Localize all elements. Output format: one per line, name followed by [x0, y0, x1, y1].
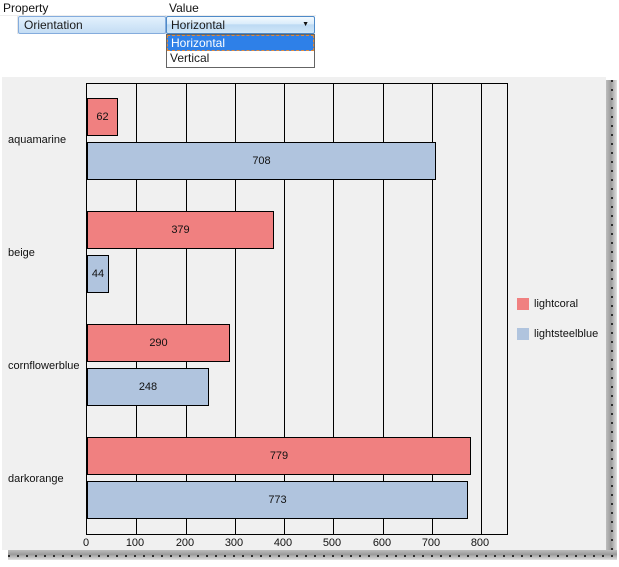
gridline [333, 84, 334, 534]
combobox-selected-text: Horizontal [171, 18, 226, 32]
bar-value-label: 773 [268, 494, 287, 506]
gridline [235, 84, 236, 534]
x-tick-label: 600 [372, 537, 392, 549]
x-tick-label: 500 [322, 537, 342, 549]
bar-value-label: 779 [269, 450, 289, 462]
property-row-label: Orientation [24, 18, 83, 32]
gridline [432, 84, 433, 534]
bar-value-label: 44 [91, 268, 105, 280]
bar-value-label: 708 [252, 155, 271, 167]
property-row-orientation[interactable]: Orientation [18, 16, 166, 34]
legend-label: lightcoral [534, 298, 579, 310]
dropdown-option-vertical[interactable]: Vertical [170, 51, 210, 65]
x-tick-label: 0 [82, 537, 90, 549]
category-label: cornflowerblue [8, 360, 80, 372]
value-column-header: Value [169, 1, 199, 15]
category-label: darkorange [8, 473, 64, 485]
row-gutter [17, 16, 18, 34]
bar: 379 [87, 211, 274, 249]
bar: 62 [87, 98, 118, 136]
property-pane: Property Value Orientation Horizontal ▼ … [0, 0, 619, 77]
property-column-header: Property [3, 1, 49, 15]
category-label: beige [8, 247, 35, 259]
legend-swatch [517, 298, 529, 310]
legend-swatch [517, 328, 529, 340]
bar: 779 [87, 437, 471, 475]
bar-value-label: 290 [149, 337, 168, 349]
x-tick-label: 200 [175, 537, 195, 549]
chevron-down-icon[interactable]: ▼ [302, 21, 309, 28]
right-edge-dots [611, 80, 613, 559]
gridline [136, 84, 137, 534]
header-underline [0, 15, 316, 16]
chart-panel: 62 708 379 44 290 248 779 773 0 100 200 300 400 500 6… [2, 77, 606, 550]
category-label: aquamarine [8, 134, 67, 146]
bar: 44 [87, 255, 109, 293]
gridline [481, 84, 482, 534]
orientation-dropdown-list: Horizontal Vertical [166, 34, 315, 68]
bar-value-label: 62 [96, 111, 109, 123]
window-bottom-edge [8, 550, 617, 560]
bottom-edge-dots [8, 555, 617, 557]
x-tick-label: 100 [125, 537, 145, 549]
bar: 290 [87, 324, 230, 362]
gridline [284, 84, 285, 534]
x-tick-label: 400 [273, 537, 293, 549]
bar: 708 [87, 142, 436, 180]
window-right-edge [606, 80, 617, 559]
x-tick-label: 700 [421, 537, 441, 549]
dropdown-option-horizontal[interactable]: Horizontal [167, 35, 314, 51]
gridline [383, 84, 384, 534]
x-tick-label: 800 [470, 537, 490, 549]
bar-value-label: 379 [171, 224, 190, 236]
orientation-combobox[interactable]: Horizontal ▼ [166, 16, 315, 34]
legend-label: lightsteelblue [534, 328, 599, 340]
gridline [186, 84, 187, 534]
plot-area: 62 708 379 44 290 248 779 773 [86, 83, 508, 535]
bar: 248 [87, 368, 209, 406]
bar: 773 [87, 481, 468, 519]
bar-value-label: 248 [138, 381, 158, 393]
x-tick-label: 300 [224, 537, 244, 549]
